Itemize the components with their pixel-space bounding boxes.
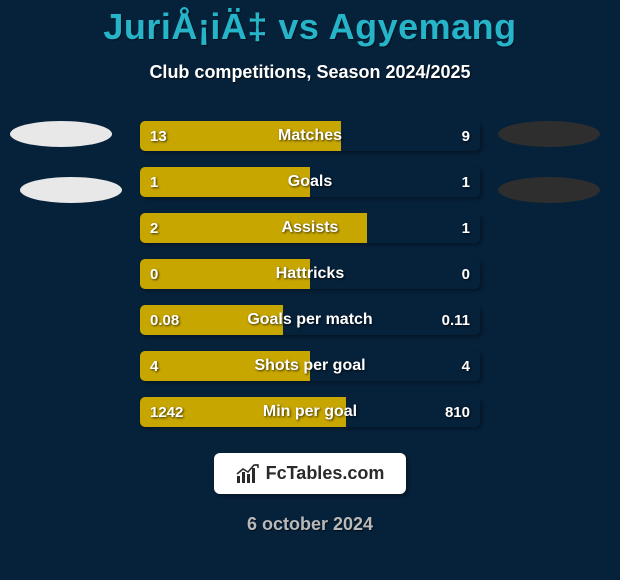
subtitle: Club competitions, Season 2024/2025 xyxy=(149,62,470,83)
comparison-row: 1242810Min per goal xyxy=(140,397,480,427)
comparison-row: 11Goals xyxy=(140,167,480,197)
row-label: Shots per goal xyxy=(140,351,480,381)
logo-text: FcTables.com xyxy=(266,463,385,484)
row-label: Goals per match xyxy=(140,305,480,335)
comparison-row: 00Hattricks xyxy=(140,259,480,289)
row-label: Min per goal xyxy=(140,397,480,427)
row-label: Matches xyxy=(140,121,480,151)
placeholder-oval-right-bottom xyxy=(498,177,600,203)
content: JuriÅ¡iÄ‡ vs Agyemang Club competitions,… xyxy=(0,0,620,580)
comparison-row: 21Assists xyxy=(140,213,480,243)
logo-box: FcTables.com xyxy=(214,453,407,494)
date: 6 october 2024 xyxy=(247,514,373,535)
row-label: Hattricks xyxy=(140,259,480,289)
chart-area: 139Matches 11Goals 21Assists 00Hattricks 0.0… xyxy=(0,121,620,427)
title-right: Agyemang xyxy=(329,6,517,47)
placeholder-oval-left-bottom xyxy=(20,177,122,203)
page-title: JuriÅ¡iÄ‡ vs Agyemang xyxy=(103,6,516,48)
title-vs: vs xyxy=(268,6,329,47)
comparison-row: 139Matches xyxy=(140,121,480,151)
comparison-row: 0.080.11Goals per match xyxy=(140,305,480,335)
comparison-rows: 139Matches 11Goals 21Assists 00Hattricks 0.0… xyxy=(140,121,480,427)
title-left: JuriÅ¡iÄ‡ xyxy=(103,6,268,47)
row-label: Goals xyxy=(140,167,480,197)
placeholder-oval-left-top xyxy=(10,121,112,147)
comparison-row: 44Shots per goal xyxy=(140,351,480,381)
chart-icon xyxy=(236,464,260,484)
row-label: Assists xyxy=(140,213,480,243)
placeholder-oval-right-top xyxy=(498,121,600,147)
